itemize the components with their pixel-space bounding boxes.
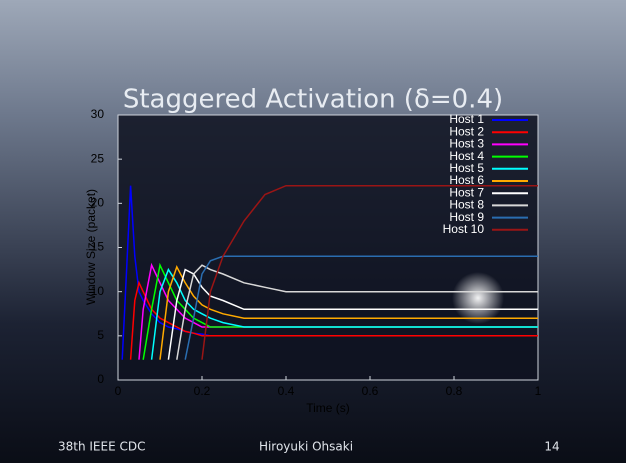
series-line	[150, 267, 538, 360]
footer-center: Hiroyuki Ohsaki	[259, 440, 353, 454]
x-tick-label: 0.2	[194, 384, 211, 398]
series-line	[184, 255, 538, 360]
footer-left: 38th IEEE CDC	[58, 440, 146, 454]
x-tick-label: 1	[535, 384, 542, 398]
legend-label: Host 5	[449, 161, 484, 175]
series-line	[129, 280, 538, 360]
footer-right: 14	[544, 440, 559, 454]
y-tick-label: 30	[91, 107, 105, 121]
y-tick-label: 25	[91, 151, 105, 165]
x-axis-label: Time (s)	[306, 401, 350, 415]
series-line	[201, 184, 538, 360]
legend-label: Host 7	[449, 185, 484, 199]
series-line	[176, 264, 538, 360]
legend-label: Host 9	[449, 210, 484, 224]
y-tick-label: 15	[91, 240, 105, 254]
chart-title: Staggered Activation (δ=0.4)	[123, 85, 503, 115]
x-tick-label: 0	[115, 384, 122, 398]
y-tick-label: 0	[97, 372, 104, 386]
legend-label: Host 3	[449, 137, 484, 151]
legend-label: Host 2	[449, 124, 484, 138]
x-tick-label: 0.8	[446, 384, 463, 398]
legend-label: Host 6	[449, 173, 484, 187]
x-tick-label: 0.4	[278, 384, 295, 398]
y-axis-label: Window Size (packet)	[84, 189, 98, 305]
legend-label: Host 1	[449, 112, 484, 126]
legend-label: Host 8	[449, 198, 484, 212]
x-tick-label: 0.6	[362, 384, 379, 398]
legend-label: Host 4	[449, 149, 484, 163]
y-tick-label: 20	[91, 196, 105, 210]
y-tick-label: 5	[97, 328, 104, 342]
series-line	[167, 268, 538, 360]
legend-label: Host 10	[443, 222, 485, 236]
light-glow	[452, 272, 504, 324]
y-tick-label: 10	[91, 284, 105, 298]
